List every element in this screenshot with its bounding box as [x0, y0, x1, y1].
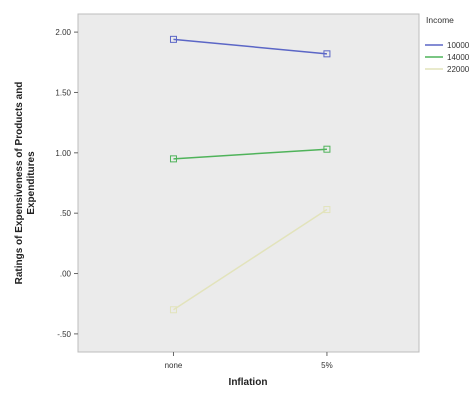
legend-label: 10000: [447, 41, 470, 50]
x-axis: none 5%: [165, 352, 333, 370]
x-axis-title: Inflation: [229, 377, 268, 388]
y-axis-title: Ratings of Expensiveness of Products and…: [14, 82, 37, 285]
data-point: [323, 206, 331, 214]
y-tick-label: .00: [60, 270, 72, 279]
x-tick-label: none: [165, 361, 183, 370]
y-tick-label: .50: [60, 209, 72, 218]
legend-label: 22000: [447, 65, 470, 74]
legend-label: 14000: [447, 53, 470, 62]
plot-area: [77, 13, 420, 353]
series-line: [173, 208, 328, 311]
legend: Income 10000 14000 22000: [425, 15, 470, 74]
data-point: [169, 155, 177, 163]
data-point: [323, 50, 331, 58]
data-point: [169, 306, 177, 314]
series-line: [173, 148, 327, 160]
y-axis: 2.00 1.50 1.00 .50 .00 -.50: [55, 28, 78, 339]
y-axis-title-line-1: Ratings of Expensiveness of Products and: [14, 82, 25, 285]
legend-title: Income: [426, 15, 454, 25]
x-tick-label: 5%: [321, 361, 333, 370]
series-14000: [169, 145, 331, 163]
y-tick-label: 1.50: [55, 88, 71, 97]
y-tick-label: 2.00: [55, 28, 71, 37]
series-10000: [169, 35, 331, 58]
data-point: [169, 35, 177, 43]
series-layer: [169, 35, 331, 314]
y-tick-label: 1.00: [55, 149, 71, 158]
y-tick-label: -.50: [57, 330, 71, 339]
series-22000: [169, 206, 331, 314]
series-line: [173, 38, 328, 55]
data-point: [323, 145, 331, 153]
y-axis-title-line-2: Expenditures: [26, 151, 37, 215]
